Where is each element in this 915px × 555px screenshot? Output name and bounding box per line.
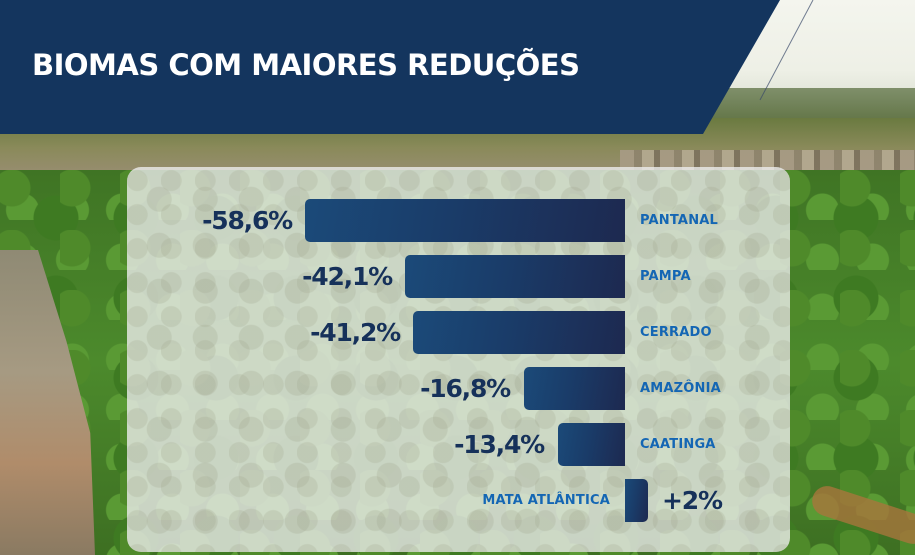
decorative-diagonal-line bbox=[759, 0, 814, 101]
bar-label: PANTANAL bbox=[640, 213, 719, 228]
bar bbox=[305, 199, 625, 242]
bar-value: -13,4% bbox=[454, 430, 545, 459]
header: BIOMAS COM MAIORES REDUÇÕES bbox=[0, 0, 915, 134]
bar bbox=[524, 367, 625, 410]
bar-value: -42,1% bbox=[302, 262, 393, 291]
bar-label: AMAZÔNIA bbox=[640, 381, 721, 396]
bar-value: -16,8% bbox=[420, 374, 511, 403]
page-title: BIOMAS COM MAIORES REDUÇÕES bbox=[32, 48, 580, 82]
bar bbox=[405, 255, 625, 298]
bar-value: +2% bbox=[662, 486, 723, 515]
header-banner bbox=[0, 0, 780, 134]
bar-label: CERRADO bbox=[640, 325, 712, 340]
bar-label: PAMPA bbox=[640, 269, 691, 284]
bar bbox=[558, 423, 625, 466]
bar-value: -41,2% bbox=[310, 318, 401, 347]
bar bbox=[413, 311, 625, 354]
bar-label: CAATINGA bbox=[640, 437, 716, 452]
bar bbox=[625, 479, 648, 522]
bar-value: -58,6% bbox=[202, 206, 293, 235]
bar-label: MATA ATLÂNTICA bbox=[482, 493, 610, 508]
